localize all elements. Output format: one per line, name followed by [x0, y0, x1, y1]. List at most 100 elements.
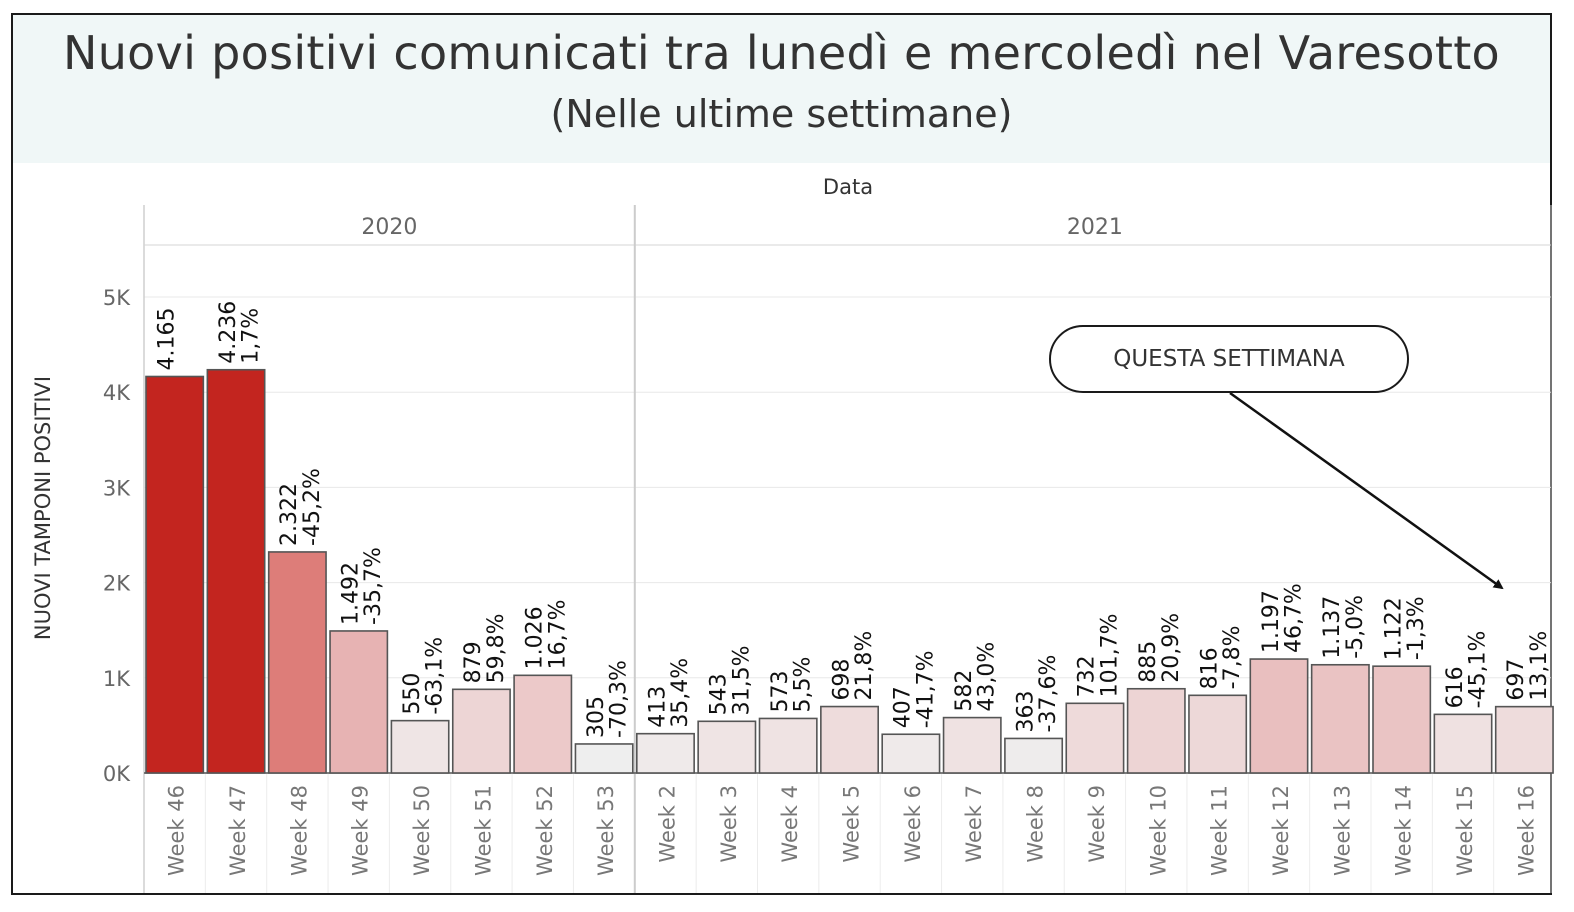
x-tick-label: Week 48	[287, 785, 311, 876]
data-label-value: 305	[584, 696, 609, 738]
x-tick-label: Week 16	[1514, 785, 1538, 876]
y-axis-title: NUOVI TAMPONI POSITIVI	[31, 376, 55, 640]
bar	[329, 630, 389, 774]
bar	[1065, 702, 1125, 774]
data-label-change: -5,0%	[1343, 595, 1368, 659]
data-label-value: 550	[400, 673, 425, 715]
x-tick-label: Week 15	[1453, 785, 1477, 876]
year-header-label: 2021	[1067, 215, 1123, 240]
bar	[942, 716, 1002, 774]
data-label-change: -45,2%	[300, 468, 325, 546]
data-label-value: 885	[1136, 641, 1161, 683]
bar	[635, 732, 695, 774]
data-label-change: -41,7%	[913, 650, 938, 728]
callout-label: QUESTA SETTIMANA	[1113, 346, 1345, 372]
bar	[574, 743, 634, 774]
data-label-value: 1.492	[339, 562, 364, 625]
title-banner	[13, 15, 1550, 163]
data-label-value: 816	[1197, 647, 1222, 689]
bar	[1249, 658, 1309, 774]
bar	[1126, 687, 1186, 774]
data-label-change: 46,7%	[1281, 583, 1306, 653]
data-label-change: 101,7%	[1097, 613, 1122, 697]
bar	[1310, 663, 1370, 774]
data-label-value: 582	[952, 670, 977, 712]
data-label-change: 35,4%	[668, 658, 693, 728]
data-label-value: 698	[829, 659, 854, 701]
y-tick-label: 2K	[103, 572, 131, 596]
data-label-value: 543	[707, 673, 732, 715]
bar	[390, 719, 450, 774]
bar	[451, 688, 511, 774]
data-label-change: -70,3%	[607, 660, 632, 738]
x-tick-label: Week 50	[410, 785, 434, 876]
x-tick-label: Week 8	[1024, 785, 1048, 863]
bar	[513, 674, 573, 774]
x-tick-label: Week 52	[533, 785, 557, 876]
data-label-change: 21,8%	[852, 631, 877, 701]
data-label-value: 1.122	[1381, 597, 1406, 660]
data-label-change: 1,7%	[239, 308, 264, 364]
bar	[758, 717, 818, 774]
data-label-value: 4.165	[154, 308, 179, 371]
bar	[1372, 665, 1432, 774]
chart-subtitle: (Nelle ultime settimane)	[550, 92, 1013, 136]
x-tick-label: Week 2	[655, 785, 679, 863]
x-tick-label: Week 13	[1330, 785, 1354, 876]
data-label-value: 732	[1075, 655, 1100, 697]
data-label-value: 4.236	[216, 301, 241, 364]
bar	[1494, 705, 1554, 774]
x-tick-label: Week 4	[778, 785, 802, 863]
callout-arrow	[1229, 391, 1504, 590]
x-tick-label: Week 9	[1085, 785, 1109, 863]
x-tick-label: Week 5	[840, 785, 864, 863]
data-label-change: -7,8%	[1220, 625, 1245, 689]
data-label-value: 879	[461, 641, 486, 683]
year-header-label: 2020	[361, 215, 417, 240]
y-tick-label: 0K	[103, 762, 131, 786]
bar	[697, 720, 757, 774]
data-label-change: 16,7%	[545, 599, 570, 669]
data-label-change: -1,3%	[1404, 596, 1429, 660]
bar	[881, 733, 941, 774]
data-label-value: 1.137	[1320, 596, 1345, 659]
y-tick-label: 5K	[103, 286, 131, 310]
data-label-change: -63,1%	[423, 637, 448, 715]
column-header-label: Data	[823, 175, 873, 199]
x-tick-label: Week 47	[226, 785, 250, 876]
x-tick-label: Week 14	[1392, 785, 1416, 876]
x-tick-label: Week 11	[1208, 785, 1232, 876]
callout-this-week: QUESTA SETTIMANA	[1049, 325, 1409, 393]
x-tick-label: Week 49	[349, 785, 373, 876]
data-label-change: -35,7%	[361, 547, 386, 625]
data-label-value: 1.026	[523, 606, 548, 669]
data-label-change: 31,5%	[729, 645, 754, 715]
y-tick-label: 4K	[103, 381, 131, 405]
data-label-change: 43,0%	[975, 642, 1000, 712]
data-label-value: 2.322	[277, 483, 302, 546]
x-tick-label: Week 6	[901, 785, 925, 863]
bar	[1004, 737, 1064, 774]
data-label-change: 13,1%	[1527, 631, 1552, 701]
x-tick-label: Week 46	[165, 785, 189, 876]
data-label-change: -37,6%	[1036, 655, 1061, 733]
bar	[1188, 694, 1248, 774]
x-tick-label: Week 10	[1146, 785, 1170, 876]
y-tick-label: 3K	[103, 476, 131, 500]
x-tick-label: Week 51	[471, 785, 495, 876]
data-label-value: 413	[645, 686, 670, 728]
data-label-change: -45,1%	[1466, 631, 1491, 709]
x-tick-label: Week 7	[962, 785, 986, 863]
data-label-value: 697	[1504, 659, 1529, 701]
data-label-change: 59,8%	[484, 613, 509, 683]
bar	[820, 705, 879, 774]
data-label-value: 1.197	[1259, 590, 1284, 653]
data-label-value: 573	[768, 670, 793, 712]
data-label-value: 407	[891, 686, 916, 728]
bar	[145, 375, 205, 774]
data-label-value: 616	[1443, 666, 1468, 708]
data-label-value: 363	[1013, 690, 1038, 732]
x-tick-label: Week 3	[717, 785, 741, 863]
bar	[267, 551, 327, 774]
